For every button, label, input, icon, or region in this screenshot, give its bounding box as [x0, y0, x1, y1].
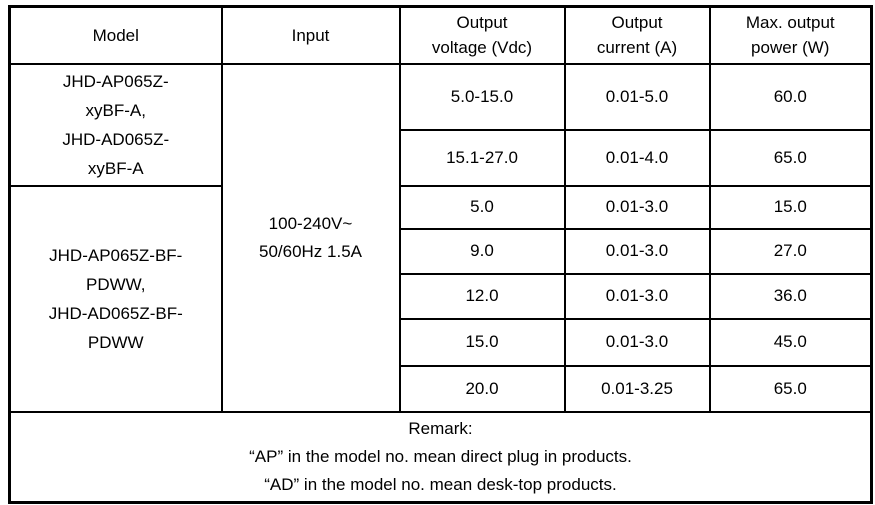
col-header-output-current: Output current (A): [563, 5, 711, 65]
cell-input-rating: 100-240V~ 50/60Hz 1.5A: [220, 62, 401, 413]
table-row: 20.0 0.01-3.25 65.0: [10, 364, 873, 413]
cell-output-voltage: 20.0: [398, 364, 566, 413]
cell-model-group-2: JHD-AP065Z-BF- PDWW, JHD-AD065Z-BF- PDWW: [8, 184, 223, 413]
cell-output-current: 0.01-3.0: [563, 184, 711, 230]
table-row: JHD-AP065Z-BF- PDWW, JHD-AD065Z-BF- PDWW…: [8, 184, 873, 413]
remark-line-ap: “AP” in the model no. mean direct plug i…: [249, 446, 632, 466]
cell-output-voltage: 5.0: [398, 184, 566, 230]
power-spec-table: Model Input Output voltage (Vdc) Output …: [8, 5, 873, 504]
cell-output-current: 0.01-3.0: [563, 272, 711, 320]
table-row: 12.0 0.01-3.0 36.0: [10, 272, 873, 320]
cell-output-voltage: 15.0: [398, 317, 566, 367]
cell-remark: Remark: “AP” in the model no. mean direc…: [8, 410, 873, 503]
col-header-max-output-power: Max. output power (W): [708, 5, 873, 65]
cell-output-voltage: 12.0: [398, 272, 566, 320]
cell-max-power: 45.0: [708, 317, 873, 367]
cell-max-power: 65.0: [708, 128, 873, 187]
table-row: 15.1-27.0 0.01-4.0 65.0: [10, 128, 873, 187]
remark-title: Remark:: [408, 418, 473, 438]
table-row: JHD-AP065Z- xyBF-A, JHD-AD065Z- xyBF-A 1…: [8, 62, 873, 413]
cell-max-power: 15.0: [708, 184, 873, 230]
cell-output-current: 0.01-3.25: [563, 364, 711, 413]
remark-row: Remark: “AP” in the model no. mean direc…: [8, 410, 873, 503]
table-row: 9.0 0.01-3.0 27.0: [10, 227, 873, 275]
cell-output-voltage: 9.0: [398, 227, 566, 275]
col-header-model: Model: [8, 5, 223, 65]
cell-output-voltage: 5.0-15.0: [398, 62, 566, 131]
cell-output-current: 0.01-4.0: [563, 128, 711, 187]
table-header-row: Model Input Output voltage (Vdc) Output …: [8, 5, 873, 65]
cell-max-power: 36.0: [708, 272, 873, 320]
remark-line-ad: “AD” in the model no. mean desk-top prod…: [264, 474, 617, 494]
cell-output-current: 0.01-3.0: [563, 227, 711, 275]
col-header-output-voltage: Output voltage (Vdc): [398, 5, 566, 65]
col-header-input: Input: [220, 5, 401, 65]
cell-model-group-1: JHD-AP065Z- xyBF-A, JHD-AD065Z- xyBF-A: [8, 62, 223, 187]
cell-max-power: 27.0: [708, 227, 873, 275]
cell-max-power: 60.0: [708, 62, 873, 131]
cell-output-voltage: 15.1-27.0: [398, 128, 566, 187]
cell-output-current: 0.01-3.0: [563, 317, 711, 367]
cell-output-current: 0.01-5.0: [563, 62, 711, 131]
table-row: 15.0 0.01-3.0 45.0: [10, 317, 873, 367]
cell-max-power: 65.0: [708, 364, 873, 413]
